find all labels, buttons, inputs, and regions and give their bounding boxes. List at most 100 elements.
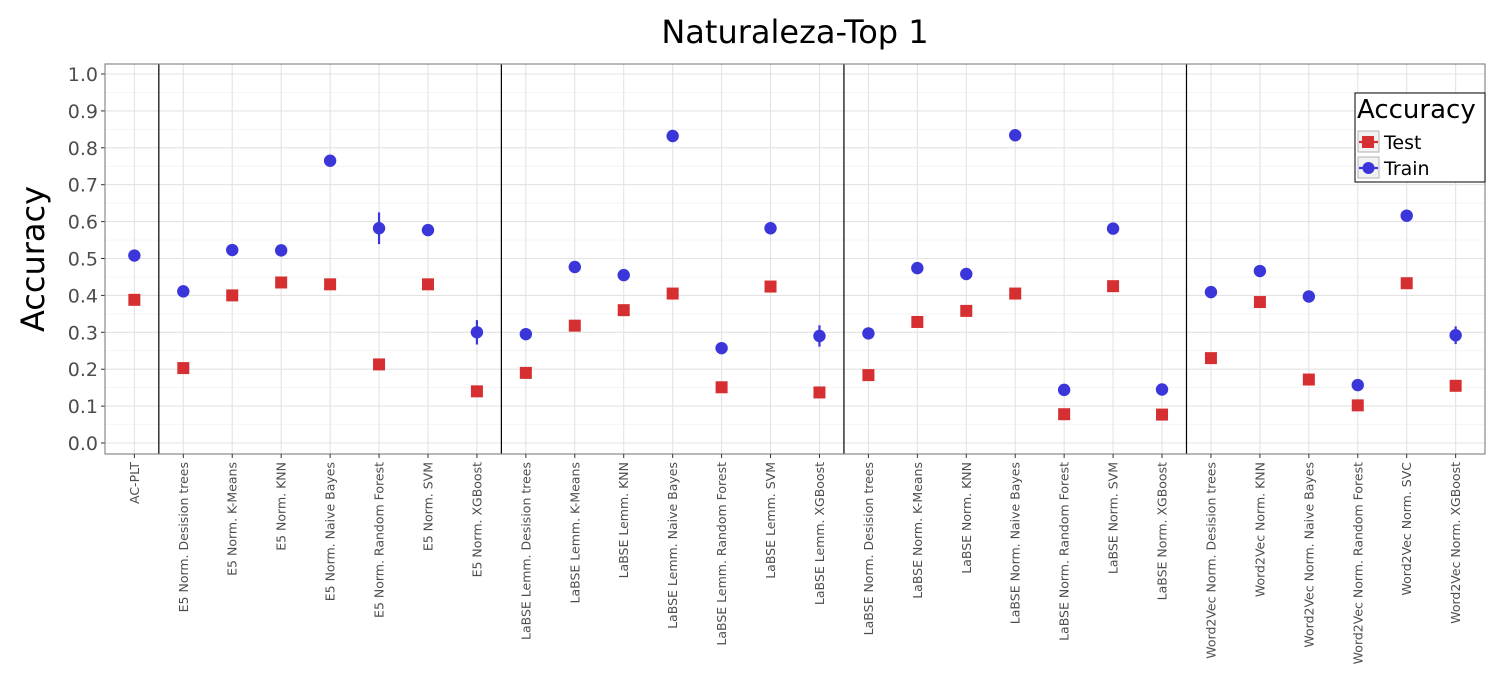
point-test [519, 366, 532, 379]
point-train [862, 327, 875, 340]
x-tick-label: E5 Norm. Random Forest [372, 462, 387, 618]
point-test [226, 289, 239, 302]
point-train [226, 243, 239, 257]
point-train [666, 129, 679, 143]
x-tick-label: E5 Norm. Desision trees [176, 462, 191, 612]
point-test [617, 304, 630, 317]
x-tick-label: LaBSE Lemm. K-Means [567, 462, 582, 604]
legend: Accuracy Test Train [1354, 92, 1486, 183]
panel-border [104, 63, 1486, 455]
y-tick-label: 1.0 [68, 64, 98, 86]
point-train [617, 268, 630, 282]
x-tick-label: E5 Norm. KNN [274, 462, 289, 551]
y-tick-label: 0.0 [68, 433, 98, 455]
point-test [1351, 399, 1364, 412]
point-train [421, 223, 435, 237]
point-test [862, 369, 875, 382]
point-train [1253, 264, 1267, 278]
x-tick-label: Word2Vec Norm. Desision trees [1203, 462, 1218, 659]
point-train [1449, 329, 1462, 342]
x-tick-label: Word2Vec Norm. XGBoost [1448, 462, 1463, 624]
point-train [1155, 383, 1169, 396]
point-test [1009, 287, 1022, 300]
y-tick-label: 0.7 [68, 175, 98, 197]
point-test [666, 287, 679, 300]
plot-area: 0.0 0.1 0.2 0.3 0.4 0.5 0.6 0.7 0.8 0.9 1.0 AC-PLT E… [68, 63, 1486, 664]
legend-key-marker-test [1362, 136, 1374, 148]
point-test [911, 315, 924, 328]
point-train [1106, 222, 1120, 235]
point-train [128, 249, 141, 262]
x-tick-label: Word2Vec Norm. Naive Bayes [1301, 462, 1316, 648]
point-train [1057, 383, 1071, 397]
y-tick-label: 0.3 [68, 322, 98, 344]
point-test [1253, 296, 1266, 309]
point-test [275, 276, 288, 289]
point-train [1400, 209, 1413, 222]
x-tick-label: LaBSE Norm. Naive Bayes [1008, 462, 1023, 624]
x-tick-label: LaBSE Norm. Desision trees [861, 462, 876, 635]
point-test [324, 278, 337, 291]
point-test [470, 385, 483, 398]
y-tick-label: 0.1 [68, 396, 98, 418]
point-test [1400, 277, 1413, 290]
x-tick-label: E5 Norm. Naive Bayes [323, 462, 338, 601]
point-test [813, 386, 826, 399]
point-test [1107, 280, 1120, 293]
point-train [274, 244, 288, 257]
point-train [519, 327, 533, 341]
y-tick-label: 0.6 [68, 212, 98, 234]
x-tick-label: LaBSE Lemm. KNN [616, 462, 631, 578]
point-train [764, 222, 777, 235]
x-tick-label: E5 Norm. K-Means [225, 462, 240, 576]
x-tick-label: LaBSE Lemm. Desision trees [518, 462, 533, 640]
point-test [1449, 379, 1462, 392]
legend-title: Accuracy [1357, 95, 1476, 125]
x-tick-label: Word2Vec Norm. KNN [1252, 462, 1267, 597]
point-test [177, 362, 190, 375]
x-tick-label: LaBSE Lemm. SVM [763, 462, 778, 579]
point-train [568, 260, 581, 274]
point-train [1302, 290, 1316, 303]
x-tick-label: LaBSE Lemm. Random Forest [714, 462, 729, 646]
point-train [470, 326, 484, 339]
point-test [715, 381, 728, 394]
point-test [1058, 408, 1071, 421]
point-train [177, 285, 190, 298]
point-train [1009, 129, 1022, 142]
y-tick-label: 0.2 [68, 359, 98, 381]
legend-label-train: Train [1383, 158, 1430, 180]
point-test [764, 280, 777, 293]
x-tick-label: LaBSE Norm. Random Forest [1057, 462, 1072, 641]
point-test [568, 319, 581, 332]
x-tick-label: LaBSE Norm. SVM [1106, 462, 1121, 574]
x-tick-label: AC-PLT [127, 462, 142, 504]
x-tick-label: E5 Norm. SVM [420, 462, 435, 551]
point-train [1204, 285, 1218, 299]
legend-label-test: Test [1383, 132, 1421, 154]
legend-key-marker-train [1362, 162, 1375, 174]
point-test [960, 304, 973, 317]
x-tick-label: E5 Norm. XGBoost [469, 462, 484, 577]
point-train [813, 329, 826, 343]
x-tick-label: LaBSE Norm. KNN [959, 462, 974, 574]
y-tick-label: 0.5 [68, 249, 98, 271]
y-tick-label: 0.9 [68, 101, 98, 123]
point-test [373, 358, 386, 371]
point-train [911, 261, 924, 275]
point-train [1351, 378, 1364, 392]
point-test [1204, 352, 1217, 365]
point-train [960, 267, 973, 281]
point-test [1302, 373, 1315, 386]
y-tick-label: 0.4 [68, 285, 98, 307]
point-train [715, 341, 728, 355]
x-tick-label: LaBSE Lemm. Naive Bayes [665, 462, 680, 629]
x-tick-label: LaBSE Norm. XGBoost [1155, 462, 1170, 600]
x-tick-label: LaBSE Lemm. XGBoost [812, 462, 827, 605]
y-tick-label: 0.8 [68, 138, 98, 160]
point-train [323, 154, 337, 167]
chart-title: Naturaleza-Top 1 [661, 13, 928, 51]
x-tick-label: LaBSE Norm. K-Means [910, 462, 925, 599]
x-tick-label: Word2Vec Norm. Random Forest [1350, 462, 1365, 664]
